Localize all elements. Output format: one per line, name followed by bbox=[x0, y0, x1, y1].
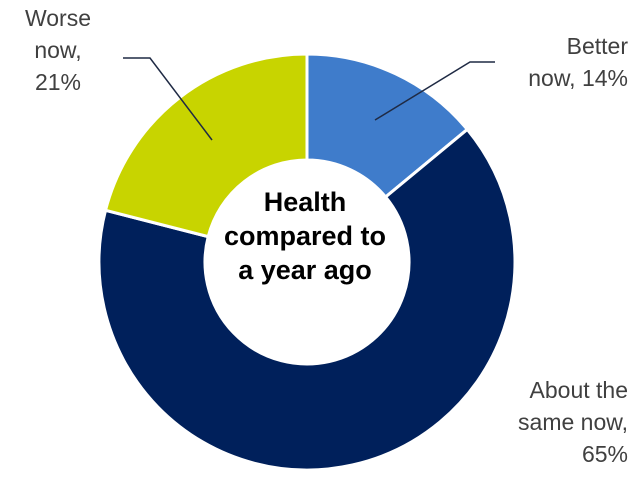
leader-line-better bbox=[374, 61, 495, 121]
slice-label-better: Better now, 14% bbox=[528, 30, 628, 94]
slice-worse bbox=[103, 52, 309, 239]
slice-label-same: About the same now, 65% bbox=[518, 374, 628, 470]
slice-same bbox=[97, 127, 517, 472]
slice-label-worse-line-2: now, bbox=[34, 37, 82, 63]
chart-title: Health compared to a year ago bbox=[205, 185, 405, 287]
slice-label-same-line-3: 65% bbox=[581, 441, 628, 467]
slice-label-same-line-1: About the bbox=[529, 377, 628, 403]
chart-title-line-1: Health bbox=[263, 187, 347, 217]
slice-label-worse-line-3: 21% bbox=[34, 69, 82, 95]
slice-label-better-line-1: Better bbox=[566, 33, 628, 59]
slice-label-worse-line-1: Worse bbox=[24, 5, 92, 31]
leader-lines bbox=[123, 57, 495, 141]
slice-label-same-line-2: same now, bbox=[518, 409, 628, 435]
chart-title-line-2: compared to bbox=[223, 221, 387, 251]
slice-label-better-line-2: now, 14% bbox=[528, 65, 628, 91]
leader-line-worse bbox=[123, 57, 213, 141]
chart-title-line-3: a year ago bbox=[238, 255, 372, 285]
slice-label-worse: Worse now, 21% bbox=[22, 2, 94, 98]
donut-slices bbox=[97, 52, 517, 472]
